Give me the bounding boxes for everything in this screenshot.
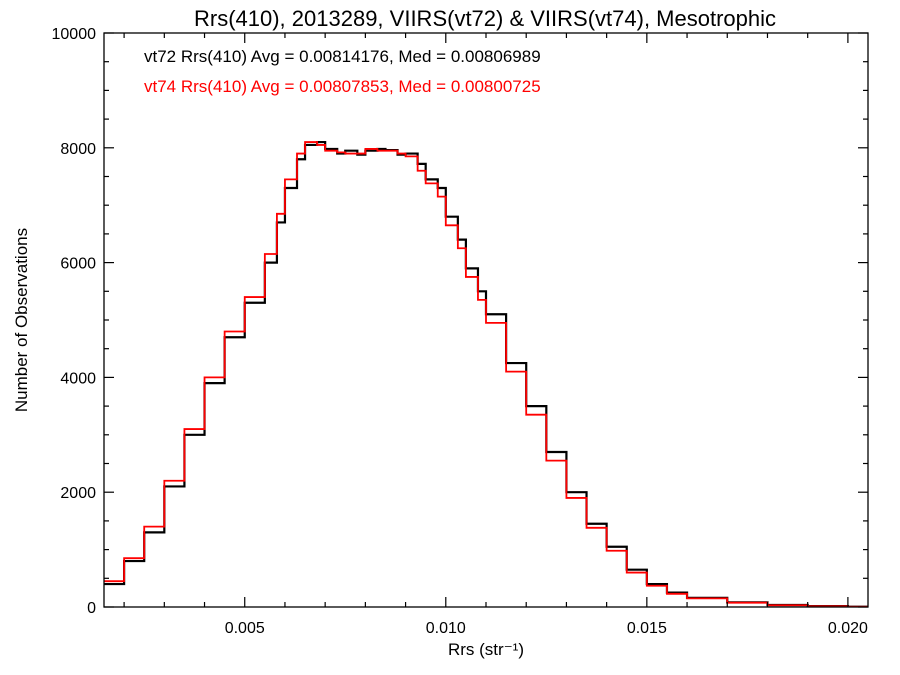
x-axis-label: Rrs (str⁻¹) xyxy=(448,640,524,659)
series-line-vt74 xyxy=(104,141,868,607)
x-tick-label: 0.005 xyxy=(225,620,265,637)
x-tick-label: 0.020 xyxy=(828,620,868,637)
series-line-vt72 xyxy=(104,140,868,607)
y-tick-label: 6000 xyxy=(60,256,96,273)
annotation-vt74: vt74 Rrs(410) Avg = 0.00807853, Med = 0.… xyxy=(144,77,541,96)
x-tick-label: 0.015 xyxy=(627,620,667,637)
y-tick-label: 4000 xyxy=(60,370,96,387)
annotation-vt72: vt72 Rrs(410) Avg = 0.00814176, Med = 0.… xyxy=(144,47,541,66)
y-axis-label: Number of Observations xyxy=(12,228,31,412)
y-tick-label: 10000 xyxy=(52,26,97,43)
x-tick-label: 0.010 xyxy=(426,620,466,637)
chart-title: Rrs(410), 2013289, VIIRS(vt72) & VIIRS(v… xyxy=(194,6,776,31)
y-tick-label: 8000 xyxy=(60,141,96,158)
y-tick-label: 2000 xyxy=(60,485,96,502)
y-tick-label: 0 xyxy=(87,600,96,617)
